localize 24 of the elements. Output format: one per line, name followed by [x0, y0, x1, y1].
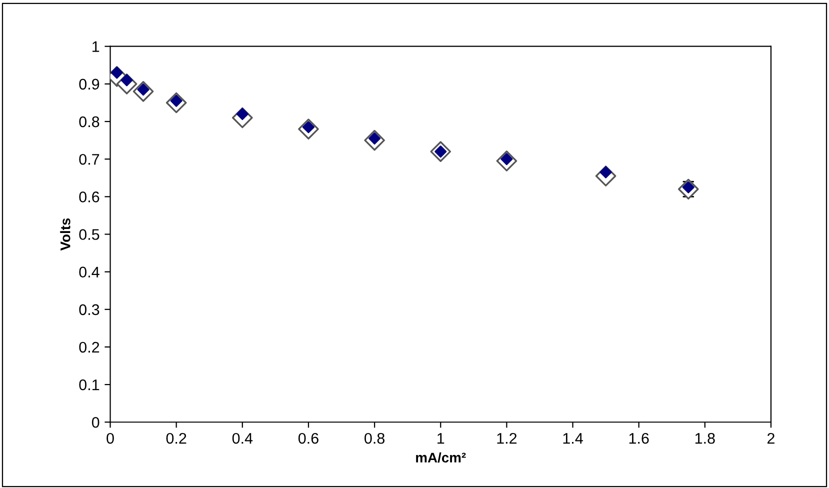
x-tick-label: 0: [106, 432, 114, 444]
y-tick-label: 0.1: [79, 379, 100, 390]
y-axis-title: Volts: [60, 218, 70, 251]
y-tick-label: 0.8: [79, 116, 100, 128]
x-tick-label: 0.6: [298, 432, 318, 444]
x-tick-label: 0.4: [232, 432, 253, 444]
x-tick-label: 1.8: [695, 432, 715, 444]
y-tick-label: 0.3: [79, 304, 100, 316]
x-tick-label: 1.6: [629, 432, 649, 444]
x-tick-label: 0.2: [166, 432, 186, 444]
y-tick-label: 0: [92, 416, 100, 428]
x-axis-title: mA/cm²: [416, 452, 466, 463]
x-tick-label: 1.4: [563, 433, 583, 444]
y-tick-label: 0.9: [79, 78, 100, 90]
x-tick-label: 1: [438, 433, 444, 444]
y-tick-label: 1: [92, 41, 100, 52]
x-tick-label: 2: [767, 432, 774, 444]
y-tick-label: 0.2: [79, 342, 100, 353]
y-tick-label: 0.5: [79, 229, 100, 240]
y-tick-label: 0.6: [79, 192, 100, 202]
x-tick-label: 0.8: [364, 432, 384, 444]
y-tick-label: 0.4: [79, 266, 100, 278]
y-tick-label: 0.7: [79, 154, 100, 165]
x-tick-label: 1.2: [497, 432, 517, 444]
